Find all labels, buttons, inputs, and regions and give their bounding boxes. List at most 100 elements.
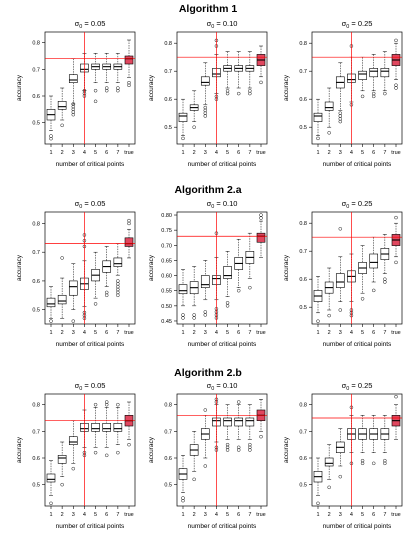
- y-tick-label: 0.5: [299, 125, 307, 131]
- panel-title-symbol: σ: [207, 199, 212, 208]
- x-tick-label: 6: [372, 330, 375, 336]
- y-tick-label: 0.8: [299, 41, 307, 47]
- outlier-point: [93, 88, 98, 93]
- chart-panel-4: Algorithm 2.aσ0 = 0.050.50.60.70.81 2 3 4 5 6…: [16, 184, 242, 348]
- box-body: [91, 423, 100, 432]
- y-tick-label: 0.60: [161, 274, 172, 280]
- outlier-point: [93, 99, 98, 104]
- x-tick-label: 7: [116, 512, 119, 518]
- box-2: [189, 90, 199, 129]
- outlier-point: [383, 458, 387, 463]
- box-true: [256, 45, 266, 85]
- x-tick-label: 4: [215, 150, 218, 156]
- outlier-point: [71, 104, 76, 109]
- chart-panel-6: σ0 = 0.25 0.5 0.6 0.7 0.8 1 2 3 4 5 6 7 true number o…: [283, 199, 403, 348]
- x-tick-label: 5: [94, 330, 97, 336]
- x-tick-label: 1: [49, 150, 52, 156]
- y-tick-label: 0.8: [299, 221, 307, 227]
- box-1: [46, 95, 56, 141]
- box-2: [57, 441, 67, 487]
- outlier-point: [225, 442, 230, 447]
- x-tick-label: true: [256, 512, 265, 518]
- outlier-point: [71, 319, 76, 323]
- outlier-point: [383, 280, 387, 284]
- box-3: [335, 428, 345, 479]
- box-7: [380, 234, 390, 284]
- chart-panel-8: σ0 = 0.10 0.5 0.6 0.7 0.8 1 2 3 4 5 6 7 true number o…: [148, 381, 268, 530]
- outlier-point: [60, 123, 64, 128]
- box-body: [380, 68, 390, 78]
- box-1: [46, 460, 56, 506]
- x-tick-label: 1: [316, 512, 319, 518]
- panel-title-symbol: σ: [342, 381, 347, 390]
- outlier-point: [371, 288, 376, 293]
- outlier-point: [71, 107, 76, 112]
- plot-frame: [176, 31, 268, 145]
- box-body: [178, 284, 188, 295]
- outlier-point: [248, 442, 252, 447]
- box-6: [369, 236, 379, 293]
- y-tick-label: 0.6: [299, 456, 307, 462]
- plot-frame: [176, 211, 268, 325]
- outlier-point: [192, 316, 196, 320]
- outlier-point: [236, 448, 241, 452]
- chart-panel-3: σ0 = 0.25 0.5 0.6 0.7 0.8 1 2 3 4 5 6 7 true number o…: [283, 19, 403, 168]
- y-tick-label: 0.6: [164, 456, 172, 462]
- box-body: [102, 423, 112, 432]
- outlier-point: [192, 125, 196, 129]
- x-tick-label: 7: [383, 512, 386, 518]
- panel-title-value: = 0.05: [82, 19, 105, 28]
- outlier-point: [181, 496, 185, 500]
- x-tick-label: 3: [204, 512, 207, 518]
- chart-panel-7: Algorithm 2.bσ0 = 0.050.50.60.70.81 2 3 4 5 6…: [16, 367, 242, 530]
- panel-title-value: = 0.10: [214, 199, 237, 208]
- box-1: [46, 286, 56, 323]
- x-tick-label: 4: [83, 330, 86, 336]
- outlier-point: [394, 215, 398, 220]
- box-6: [102, 53, 112, 93]
- box-3: [200, 408, 210, 468]
- outlier-point: [316, 136, 320, 141]
- y-tick-label: 0.70: [161, 243, 172, 249]
- x-tick-label: true: [124, 512, 133, 518]
- outlier-point: [181, 136, 185, 141]
- panel-title: σ0 = 0.05: [75, 19, 106, 30]
- box-3: [68, 420, 78, 471]
- box-6: [369, 415, 379, 466]
- y-axis-label: accuracy: [148, 254, 155, 281]
- outlier-point: [192, 313, 196, 317]
- box-6: [234, 400, 244, 452]
- x-axis-label: number of critical points: [323, 341, 392, 348]
- outlier-point: [116, 293, 120, 298]
- outlier-point: [338, 119, 343, 124]
- box-true: [391, 215, 401, 265]
- outlier-point: [316, 319, 320, 323]
- outlier-point: [394, 83, 398, 87]
- x-tick-label: 5: [226, 512, 229, 518]
- box-6: [369, 54, 379, 99]
- y-tick-label: 0.7: [299, 69, 307, 75]
- y-tick-label: 0.7: [164, 429, 172, 435]
- box-true: [391, 38, 401, 90]
- box-6: [102, 246, 112, 298]
- x-tick-label: 4: [350, 330, 353, 336]
- outlier-point: [181, 498, 185, 503]
- outlier-point: [259, 213, 263, 217]
- x-tick-label: 7: [116, 330, 119, 336]
- box-body: [200, 76, 210, 86]
- plot-frame: [176, 393, 268, 507]
- panel-title-subscript: 0: [79, 386, 82, 392]
- box-body: [234, 417, 244, 427]
- y-tick-label: 0.5: [164, 125, 172, 131]
- x-tick-label: 6: [372, 512, 375, 518]
- x-tick-label: 3: [339, 330, 342, 336]
- box-1: [178, 455, 188, 503]
- panel-title-subscript: 0: [211, 24, 214, 30]
- box-3: [68, 263, 78, 323]
- chart-panel-1: Algorithm 1σ0 = 0.050.50.60.70.81 2 3 4 5 6 7 t…: [16, 3, 237, 168]
- outlier-point: [127, 83, 131, 88]
- outlier-point: [203, 310, 208, 314]
- box-body: [245, 417, 255, 427]
- x-tick-label: 4: [350, 512, 353, 518]
- outlier-point: [236, 288, 241, 293]
